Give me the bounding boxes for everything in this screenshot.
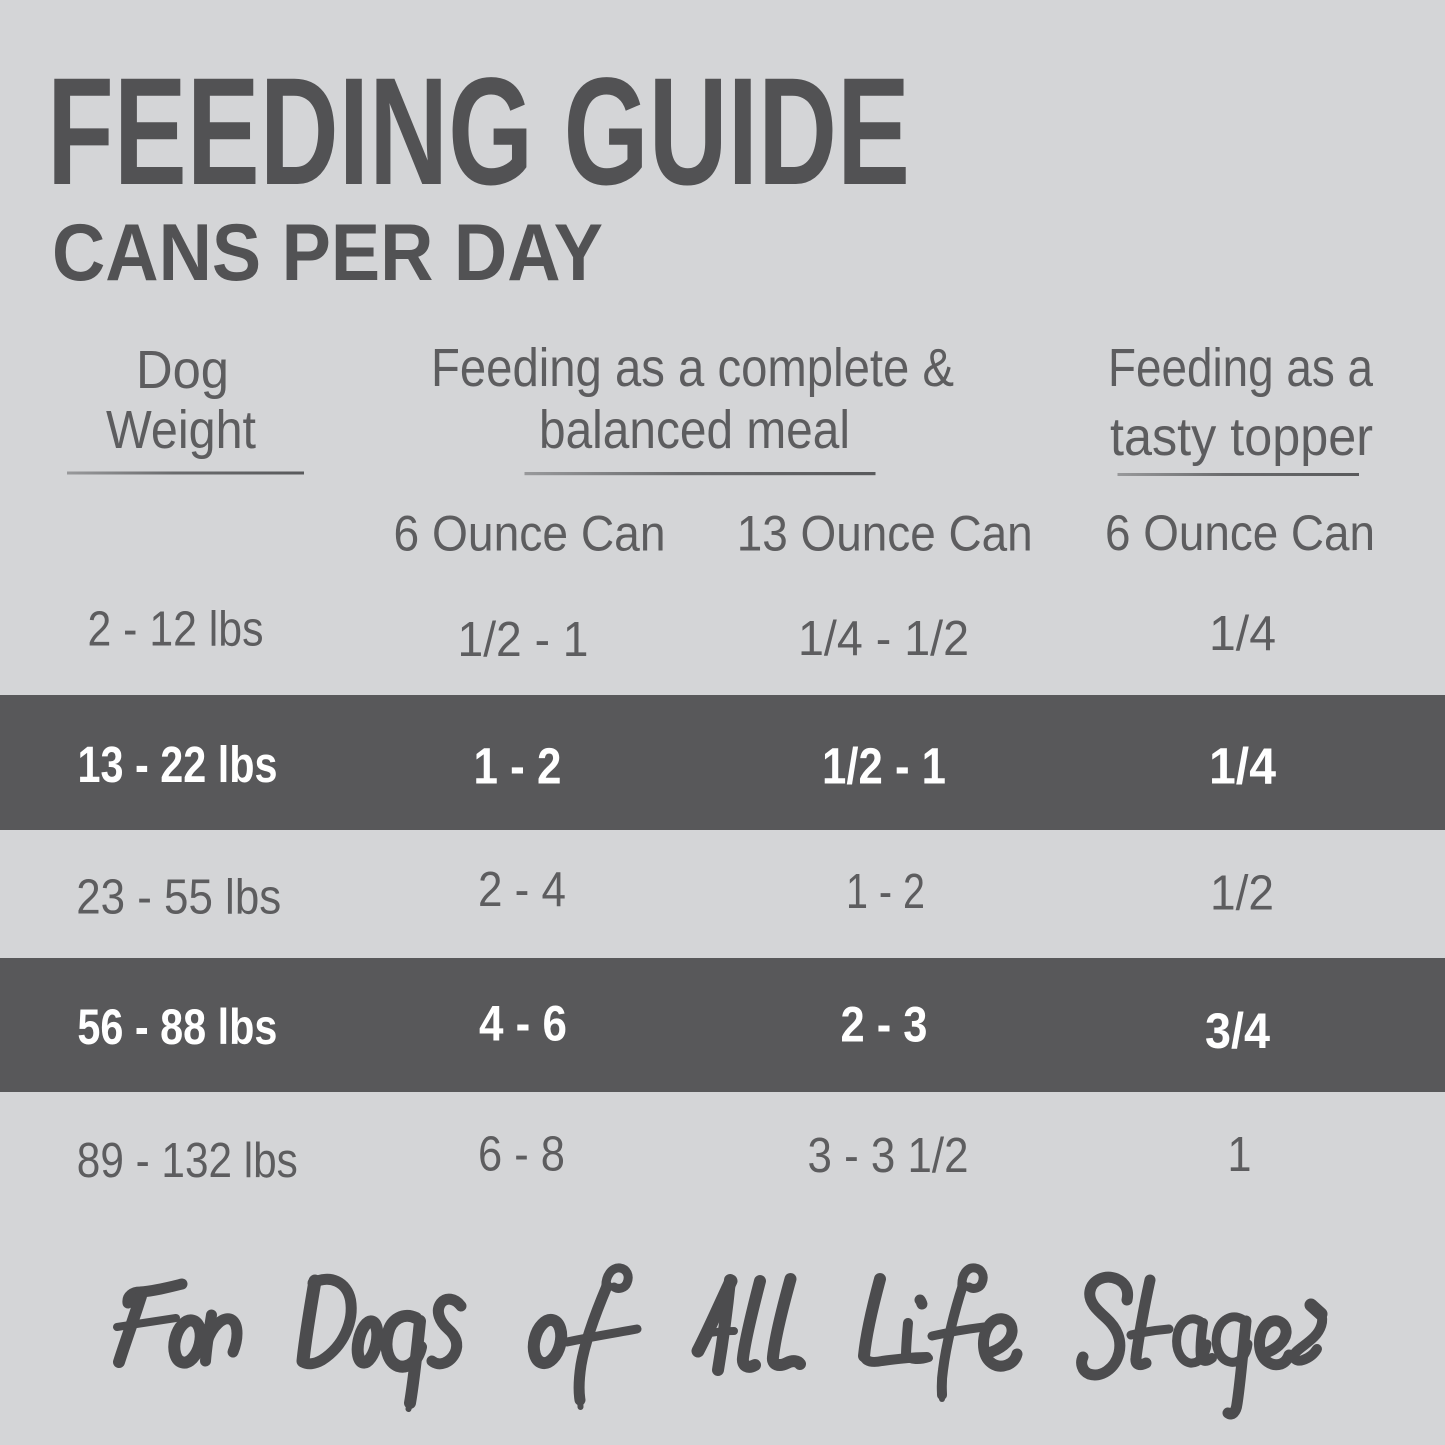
- svg-text:1/2 - 1: 1/2 - 1: [458, 613, 589, 667]
- svg-text:FEEDING GUIDE: FEEDING GUIDE: [47, 46, 910, 217]
- svg-text:3/4: 3/4: [1205, 1003, 1270, 1059]
- svg-text:2 - 12 lbs: 2 - 12 lbs: [88, 603, 264, 657]
- svg-text:4 - 6: 4 - 6: [479, 996, 567, 1052]
- svg-text:89 - 132 lbs: 89 - 132 lbs: [77, 1134, 298, 1188]
- svg-text:56 - 88 lbs: 56 - 88 lbs: [77, 999, 277, 1055]
- svg-text:tasty topper: tasty topper: [1110, 407, 1373, 467]
- svg-text:1/2: 1/2: [1210, 867, 1274, 921]
- svg-text:Feeding as a complete &: Feeding as a complete &: [431, 338, 954, 398]
- svg-text:1: 1: [1228, 1128, 1252, 1182]
- svg-text:6 - 8: 6 - 8: [478, 1128, 565, 1182]
- svg-text:1 - 2: 1 - 2: [846, 865, 925, 919]
- svg-text:CANS PER DAY: CANS PER DAY: [52, 208, 603, 298]
- svg-text:1/2 - 1: 1/2 - 1: [822, 738, 946, 795]
- svg-text:2 - 4: 2 - 4: [478, 863, 566, 917]
- svg-text:balanced meal: balanced meal: [539, 400, 850, 460]
- svg-text:13 Ounce Can: 13 Ounce Can: [737, 506, 1033, 562]
- svg-text:1 - 2: 1 - 2: [474, 738, 562, 795]
- svg-text:6 Ounce Can: 6 Ounce Can: [1105, 505, 1375, 561]
- svg-text:Weight: Weight: [106, 400, 256, 460]
- svg-text:13 - 22 lbs: 13 - 22 lbs: [78, 736, 278, 793]
- svg-text:2 - 3: 2 - 3: [841, 997, 928, 1053]
- svg-text:Feeding as a: Feeding as a: [1108, 338, 1374, 398]
- svg-text:6 Ounce Can: 6 Ounce Can: [394, 506, 666, 562]
- svg-text:23 - 55 lbs: 23 - 55 lbs: [76, 871, 281, 925]
- svg-text:1/4: 1/4: [1209, 607, 1276, 661]
- svg-text:1/4 - 1/2: 1/4 - 1/2: [798, 612, 969, 666]
- svg-text:3 - 3 1/2: 3 - 3 1/2: [808, 1129, 969, 1183]
- svg-text:1/4: 1/4: [1209, 738, 1277, 795]
- svg-text:Dog: Dog: [136, 340, 229, 400]
